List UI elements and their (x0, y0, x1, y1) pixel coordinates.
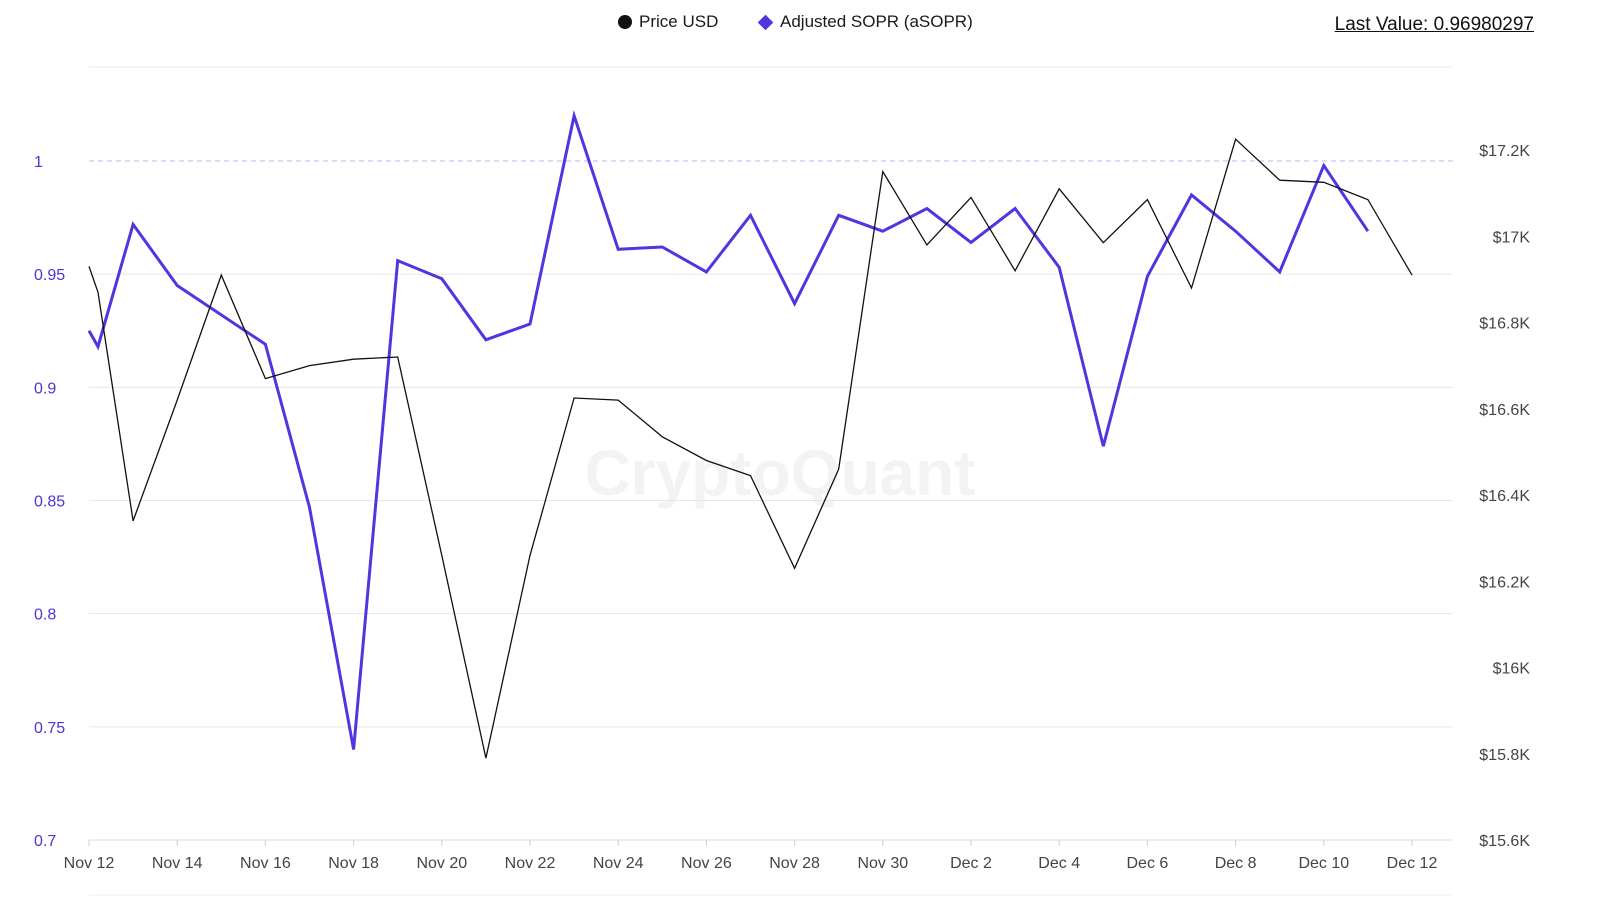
y-right-tick-label: $17K (1493, 229, 1531, 246)
x-tick-label: Nov 18 (328, 855, 379, 872)
legend-label-asopr: Adjusted SOPR (aSOPR) (780, 12, 973, 31)
y-left-tick-label: 0.95 (34, 267, 65, 284)
y-left-tick-label: 0.8 (34, 607, 56, 624)
x-tick-label: Dec 6 (1127, 855, 1169, 872)
circle-marker-icon (618, 15, 632, 29)
series-lines (87, 109, 1413, 759)
legend: Price USD Adjusted SOPR (aSOPR) (0, 12, 1600, 38)
x-tick-label: Dec 4 (1038, 855, 1080, 872)
y-right-tick-label: $17.2K (1479, 143, 1530, 160)
x-tick-label: Nov 16 (240, 855, 291, 872)
x-tick-label: Nov 28 (769, 855, 820, 872)
series-line-price (88, 138, 1413, 759)
x-tick-label: Dec 12 (1387, 855, 1438, 872)
y-left-tick-label: 1 (34, 154, 43, 171)
x-tick-label: Nov 14 (152, 855, 203, 872)
y-left-tick-label: 0.7 (34, 833, 56, 850)
x-tick-label: Dec 8 (1215, 855, 1257, 872)
y-left-tick-label: 0.85 (34, 494, 65, 511)
legend-item-price[interactable]: Price USD (618, 12, 718, 32)
x-tick-label: Nov 30 (857, 855, 908, 872)
y-right-tick-label: $16.8K (1479, 316, 1530, 333)
x-tick-label: Dec 10 (1298, 855, 1349, 872)
y-right-tick-label: $15.6K (1479, 833, 1530, 850)
y-right-tick-label: $16.6K (1479, 402, 1530, 419)
x-tick-label: Nov 26 (681, 855, 732, 872)
x-tick-label: Dec 2 (950, 855, 992, 872)
x-tick-label: Nov 20 (416, 855, 467, 872)
x-tick-label: Nov 24 (593, 855, 644, 872)
x-tick-label: Nov 12 (64, 855, 115, 872)
y-right-tick-label: $16K (1493, 661, 1531, 678)
grid-lines (89, 66, 1453, 896)
y-left-tick-label: 0.9 (34, 380, 56, 397)
legend-label-price: Price USD (639, 12, 719, 31)
y-right-tick-label: $15.8K (1479, 747, 1530, 764)
watermark: CryptoQuant (584, 437, 975, 509)
series-line-asopr (87, 109, 1370, 750)
y-right-tick-label: $16.4K (1479, 488, 1530, 505)
last-value-link[interactable]: Last Value: 0.96980297 (1334, 14, 1534, 35)
legend-item-asopr[interactable]: Adjusted SOPR (aSOPR) (757, 12, 973, 32)
axes: 0.7 0.75 0.8 0.85 0.9 0.95 1 $15.6K $15.8K $16K $1… (34, 143, 1530, 872)
x-tick-label: Nov 22 (505, 855, 556, 872)
y-left-tick-label: 0.75 (34, 720, 65, 737)
y-right-tick-label: $16.2K (1479, 574, 1530, 591)
